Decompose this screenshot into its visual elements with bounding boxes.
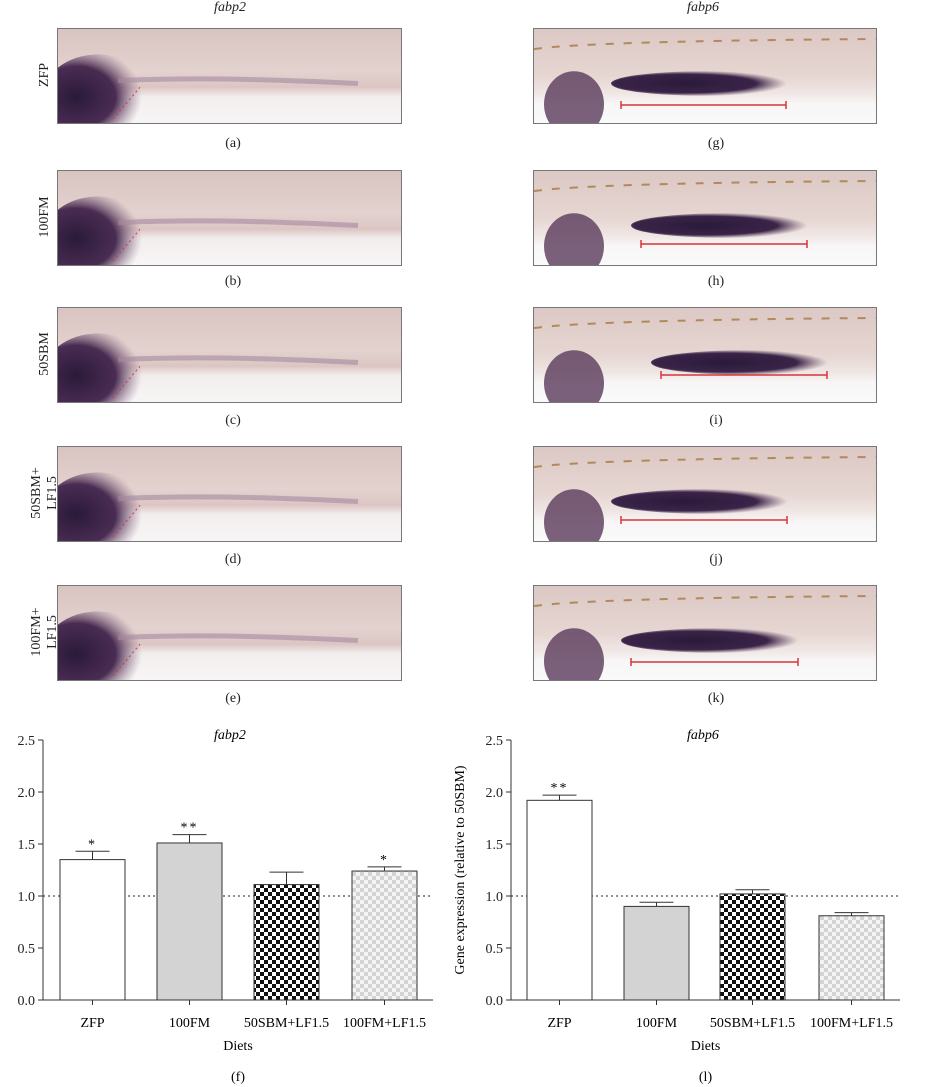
panel-caption: (k) (707, 691, 725, 706)
x-tick-label: 50SBM+LF1.5 (710, 1016, 795, 1031)
significance-marker: ** (181, 821, 199, 836)
x-tick-label: 100FM (636, 1016, 678, 1031)
micrograph-fabp2 (57, 170, 402, 266)
bar-100FM (623, 905, 690, 1001)
panel-caption: (h) (707, 274, 725, 289)
bar-100FM (156, 842, 223, 1001)
panel-caption: (d) (224, 552, 242, 567)
micrograph-fabp2 (57, 585, 402, 681)
bar-ZFP (59, 859, 126, 1001)
panel-caption: (j) (709, 552, 723, 567)
x-axis-label: Diets (223, 1039, 253, 1054)
y-tick-label: 0.0 (18, 994, 36, 1009)
micrograph-fabp6 (533, 446, 877, 542)
x-tick-label: ZFP (80, 1016, 104, 1031)
y-tick-label: 2.0 (18, 786, 36, 801)
y-tick-label: 2.5 (18, 734, 36, 749)
chart-caption: (f) (231, 1070, 245, 1085)
significance-marker: * (380, 853, 389, 868)
bar-100FM+LF1.5 (351, 870, 418, 1001)
y-tick-label: 0.5 (18, 942, 36, 957)
x-tick-label: 100FM+LF1.5 (810, 1016, 893, 1031)
y-axis-label: Gene expression (relative to 50SBM) (453, 765, 468, 975)
micrograph-fabp2 (57, 307, 402, 403)
chart-fabp6: fabp6 0.0 0.5 1.0 1.5 2.0 2.5 ** ZFP 100FM 50SBM+L… (453, 728, 900, 1085)
bar-ZFP (526, 799, 593, 1001)
panel-caption: (c) (225, 413, 241, 428)
significance-marker: ** (551, 781, 569, 796)
y-tick-label: 2.5 (486, 734, 504, 749)
y-tick-label: 0.5 (486, 942, 504, 957)
chart-caption: (l) (699, 1070, 713, 1085)
y-tick-label: 0.0 (486, 994, 504, 1009)
micrograph-fabp6 (533, 585, 877, 681)
y-tick-label: 1.0 (486, 890, 504, 905)
panel-caption: (g) (707, 136, 725, 151)
y-tick-label: 1.0 (18, 890, 36, 905)
panel-caption: (a) (225, 136, 241, 151)
micrograph-fabp6 (533, 307, 877, 403)
column-title-fabp2: fabp2 (214, 0, 246, 15)
panel-caption: (i) (709, 413, 723, 428)
micrograph-fabp2 (57, 446, 402, 542)
y-tick-label: 1.5 (486, 838, 504, 853)
bar-50SBM+LF1.5 (253, 884, 320, 1001)
x-axis-label: Diets (691, 1039, 721, 1054)
chart-title: fabp6 (687, 728, 719, 743)
panel-caption: (b) (224, 274, 242, 289)
y-tick-label: 1.5 (18, 838, 36, 853)
x-tick-label: 100FM+LF1.5 (343, 1016, 426, 1031)
x-tick-label: 100FM (169, 1016, 211, 1031)
x-tick-label: 50SBM+LF1.5 (244, 1016, 329, 1031)
bar-50SBM+LF1.5 (719, 893, 786, 1001)
micrograph-fabp6 (533, 28, 877, 124)
chart-title: fabp2 (214, 728, 246, 743)
micrograph-fabp6 (533, 170, 877, 266)
column-title-fabp6: fabp6 (687, 0, 719, 15)
bar-100FM+LF1.5 (818, 915, 885, 1001)
panel-caption: (e) (225, 691, 241, 706)
y-tick-label: 2.0 (486, 786, 504, 801)
micrograph-fabp2 (57, 28, 402, 124)
x-tick-label: ZFP (547, 1016, 571, 1031)
significance-marker: * (88, 837, 97, 852)
chart-fabp2: fabp2 0.0 0.5 1.0 1.5 2.0 2.5 * ZFP ** 100FM 50SBM+… (18, 728, 433, 1085)
